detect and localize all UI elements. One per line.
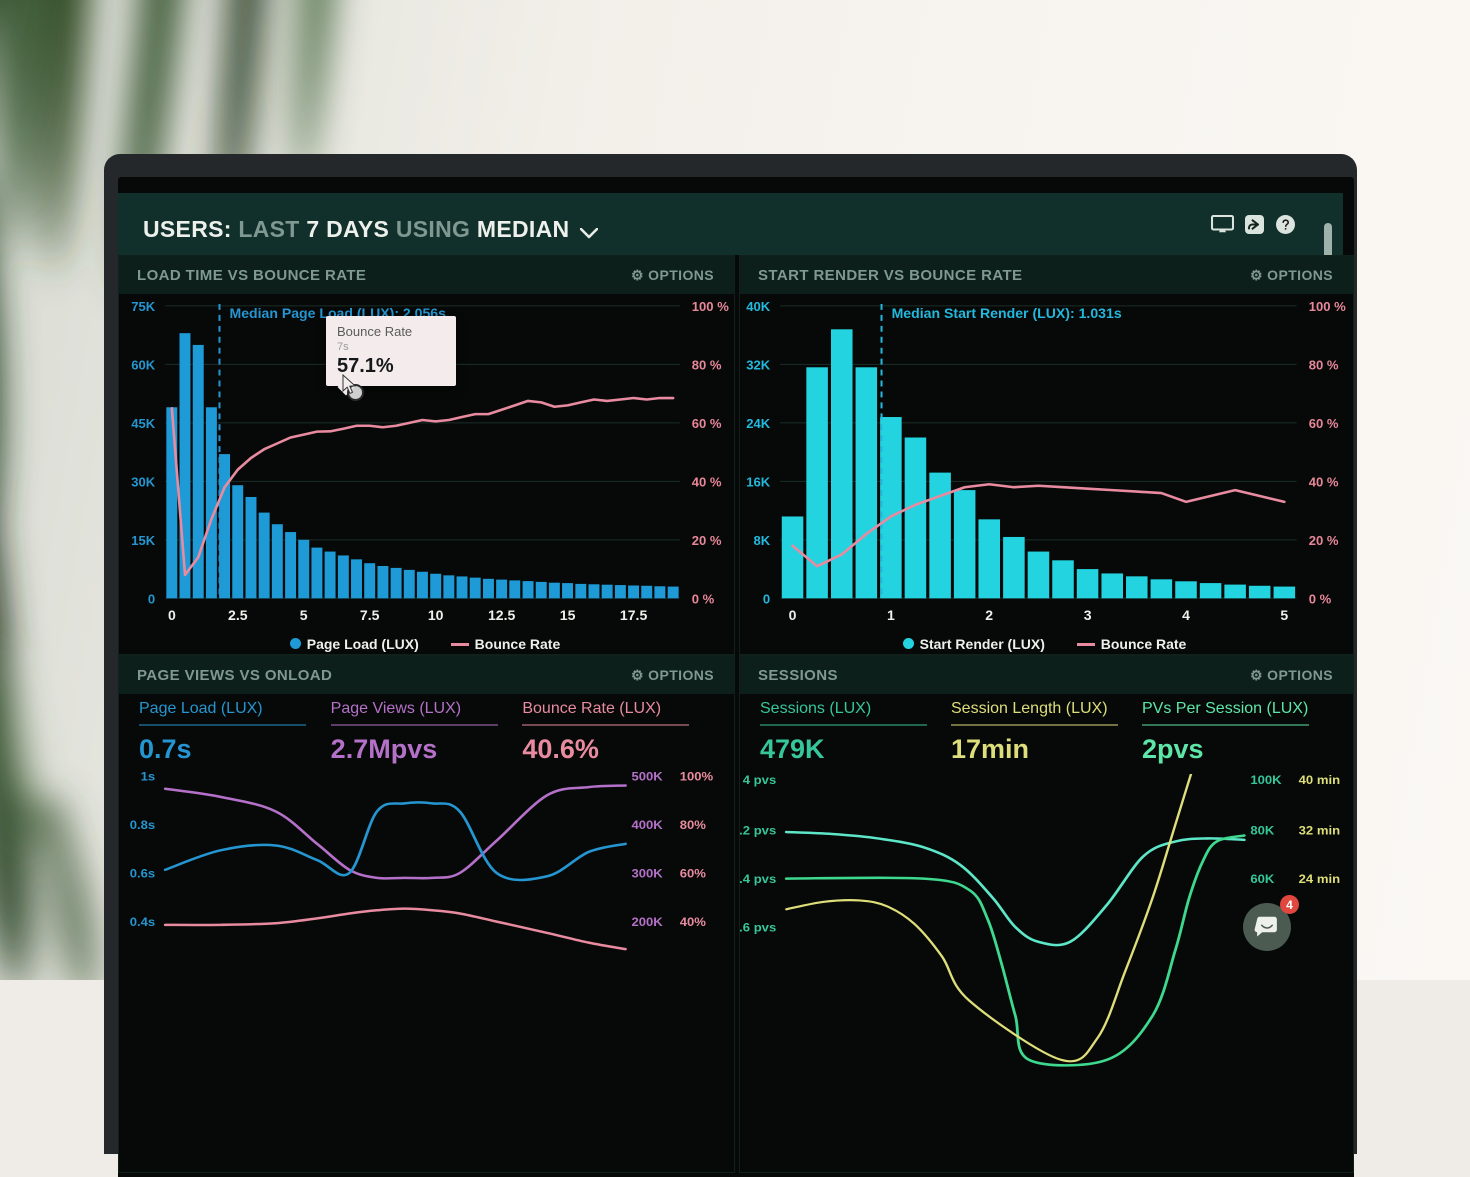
svg-text:24K: 24K [746, 416, 771, 431]
svg-text:12.5: 12.5 [488, 607, 516, 623]
svg-text:40%: 40% [680, 916, 706, 929]
svg-text:0: 0 [763, 591, 770, 606]
svg-text:Median Start Render (LUX): 1.0: Median Start Render (LUX): 1.031s [892, 305, 1122, 321]
svg-text:100K: 100K [1250, 774, 1281, 787]
svg-text:3.2 pvs: 3.2 pvs [740, 824, 776, 837]
svg-text:30K: 30K [131, 474, 156, 489]
svg-text:500K: 500K [632, 770, 663, 783]
svg-text:40 min: 40 min [1299, 774, 1340, 787]
svg-text:0 %: 0 % [692, 591, 715, 606]
svg-text:60K: 60K [1250, 873, 1274, 886]
svg-text:400K: 400K [632, 819, 663, 832]
svg-text:45K: 45K [131, 416, 156, 431]
svg-text:8K: 8K [753, 533, 770, 548]
svg-text:40 %: 40 % [1309, 474, 1339, 489]
svg-text:16K: 16K [746, 474, 771, 489]
svg-text:80%: 80% [680, 819, 706, 832]
svg-text:4: 4 [1182, 607, 1190, 623]
svg-text:0.8s: 0.8s [130, 819, 156, 832]
svg-text:5: 5 [1280, 607, 1288, 623]
svg-text:32K: 32K [746, 357, 771, 372]
svg-text:3: 3 [1084, 607, 1092, 623]
svg-text:40 %: 40 % [692, 474, 722, 489]
svg-text:60 %: 60 % [1309, 416, 1339, 431]
svg-text:2: 2 [985, 607, 993, 623]
svg-text:1.6 pvs: 1.6 pvs [740, 921, 776, 934]
svg-text:2.5: 2.5 [228, 607, 248, 623]
svg-text:100 %: 100 % [692, 299, 729, 314]
svg-text:40K: 40K [746, 299, 771, 314]
svg-text:24 min: 24 min [1299, 873, 1340, 886]
svg-text:0 %: 0 % [1309, 591, 1332, 606]
svg-text:80 %: 80 % [692, 357, 722, 372]
svg-text:7.5: 7.5 [360, 607, 380, 623]
svg-text:100%: 100% [680, 770, 713, 783]
svg-text:15: 15 [560, 607, 576, 623]
svg-text:0: 0 [168, 607, 176, 623]
svg-text:20 %: 20 % [692, 533, 722, 548]
svg-text:0.6s: 0.6s [130, 867, 156, 880]
svg-text:32 min: 32 min [1299, 824, 1340, 837]
svg-text:4 pvs: 4 pvs [743, 774, 777, 787]
svg-text:60 %: 60 % [692, 416, 722, 431]
svg-text:2.4 pvs: 2.4 pvs [740, 873, 776, 886]
svg-text:0: 0 [148, 591, 155, 606]
svg-text:0.4s: 0.4s [130, 916, 156, 929]
svg-text:80 %: 80 % [1309, 357, 1339, 372]
svg-text:10: 10 [428, 607, 444, 623]
svg-text:15K: 15K [131, 533, 156, 548]
svg-text:75K: 75K [131, 299, 156, 314]
svg-text:60K: 60K [131, 357, 156, 372]
svg-text:300K: 300K [632, 867, 663, 880]
svg-text:200K: 200K [632, 916, 663, 929]
svg-text:17.5: 17.5 [620, 607, 648, 623]
svg-text:5: 5 [300, 607, 308, 623]
svg-text:1: 1 [887, 607, 895, 623]
svg-text:1s: 1s [141, 770, 156, 783]
svg-text:20 %: 20 % [1309, 533, 1339, 548]
svg-text:100 %: 100 % [1309, 299, 1347, 314]
svg-text:0: 0 [789, 607, 797, 623]
svg-text:60%: 60% [680, 867, 706, 880]
svg-text:80K: 80K [1250, 824, 1274, 837]
